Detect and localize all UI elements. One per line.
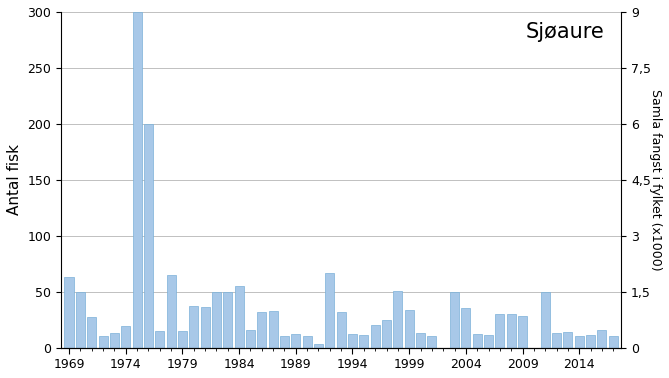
Bar — [189, 306, 198, 348]
Bar — [212, 292, 221, 348]
Bar — [325, 273, 334, 348]
Bar — [110, 333, 119, 348]
Bar — [223, 292, 232, 348]
Bar — [541, 292, 550, 348]
Bar — [302, 336, 312, 348]
Bar — [132, 12, 142, 348]
Bar — [291, 334, 300, 348]
Bar — [462, 308, 470, 348]
Bar — [337, 312, 346, 348]
Bar — [155, 331, 165, 348]
Y-axis label: Antal fisk: Antal fisk — [7, 144, 22, 215]
Bar — [246, 330, 255, 348]
Bar — [178, 331, 187, 348]
Bar — [597, 330, 607, 348]
Bar — [552, 333, 561, 348]
Bar — [144, 124, 153, 348]
Bar — [563, 332, 573, 348]
Text: Sjøaure: Sjøaure — [526, 22, 604, 42]
Bar — [473, 334, 482, 348]
Bar — [371, 325, 380, 348]
Bar — [393, 291, 402, 348]
Bar — [484, 335, 493, 348]
Bar — [314, 344, 323, 348]
Bar — [268, 311, 278, 348]
Bar — [76, 292, 85, 348]
Bar — [382, 320, 391, 348]
Bar — [427, 336, 436, 348]
Bar — [87, 318, 96, 348]
Bar — [495, 314, 504, 348]
Bar — [575, 336, 584, 348]
Bar — [586, 335, 595, 348]
Bar — [359, 335, 369, 348]
Bar — [121, 326, 130, 348]
Bar — [280, 336, 289, 348]
Bar — [64, 277, 74, 348]
Bar — [235, 286, 244, 348]
Bar — [405, 310, 413, 348]
Bar — [609, 336, 617, 348]
Bar — [201, 307, 209, 348]
Bar — [98, 336, 108, 348]
Bar — [348, 334, 357, 348]
Bar — [416, 333, 425, 348]
Bar — [506, 314, 516, 348]
Bar — [167, 275, 176, 348]
Bar — [450, 292, 459, 348]
Bar — [518, 316, 527, 348]
Bar — [258, 312, 266, 348]
Y-axis label: Samla fangst i fylket (x1000): Samla fangst i fylket (x1000) — [649, 89, 662, 271]
